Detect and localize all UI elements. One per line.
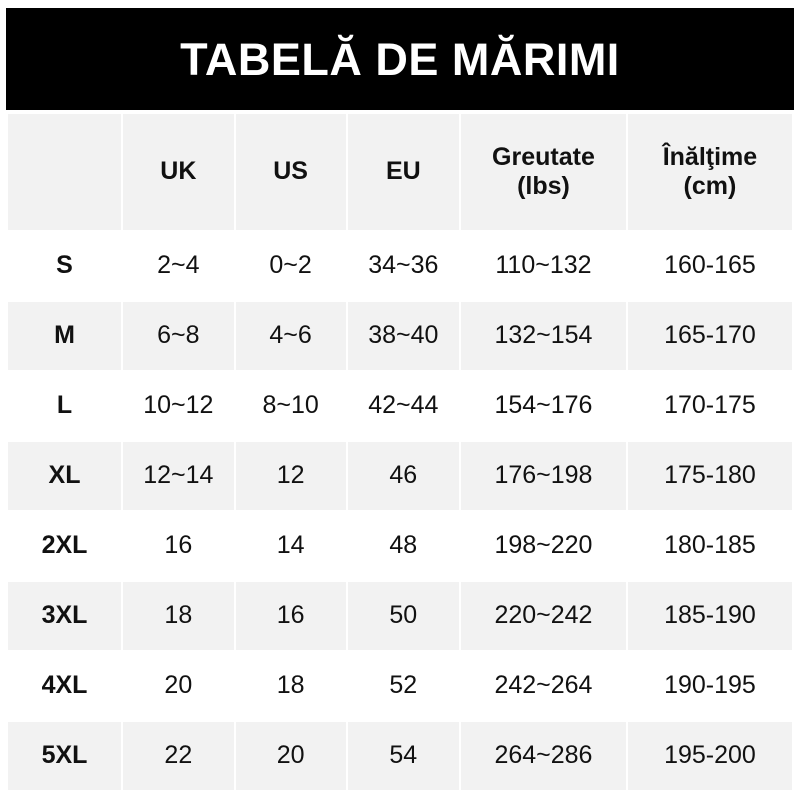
cell-weight: 176~198 (461, 442, 626, 510)
cell-size: M (8, 302, 121, 370)
table-row: 3XL 18 16 50 220~242 185-190 (8, 582, 792, 650)
cell-weight: 198~220 (461, 512, 626, 580)
cell-height: 170-175 (627, 372, 792, 440)
cell-us: 8~10 (235, 372, 346, 440)
cell-us: 0~2 (235, 232, 346, 300)
column-header-us-label: US (273, 157, 308, 186)
column-header-size (8, 114, 121, 230)
cell-weight: 220~242 (461, 582, 626, 650)
cell-height: 195-200 (627, 722, 792, 790)
cell-eu: 46 (347, 442, 460, 510)
cell-size: S (8, 232, 121, 300)
cell-eu: 48 (347, 512, 460, 580)
cell-weight: 264~286 (461, 722, 626, 790)
table-row: L 10~12 8~10 42~44 154~176 170-175 (8, 372, 792, 440)
table-row: S 2~4 0~2 34~36 110~132 160-165 (8, 232, 792, 300)
cell-size: 3XL (8, 582, 121, 650)
cell-eu: 52 (347, 652, 460, 720)
cell-eu: 54 (347, 722, 460, 790)
cell-eu: 50 (347, 582, 460, 650)
column-header-eu-label: EU (385, 157, 421, 186)
table-row: 2XL 16 14 48 198~220 180-185 (8, 512, 792, 580)
title-banner: TABELĂ DE MĂRIMI (6, 8, 794, 110)
size-chart-table: UK US EU Greutate (lbs) Înălţime (cm) (6, 112, 794, 792)
table-body: S 2~4 0~2 34~36 110~132 160-165 M 6~8 4~… (8, 232, 792, 790)
cell-weight: 132~154 (461, 302, 626, 370)
cell-us: 14 (235, 512, 346, 580)
cell-weight: 154~176 (461, 372, 626, 440)
cell-us: 18 (235, 652, 346, 720)
cell-size: 5XL (8, 722, 121, 790)
table-row: 4XL 20 18 52 242~264 190-195 (8, 652, 792, 720)
column-header-height-unit: (cm) (683, 172, 737, 200)
cell-uk: 12~14 (123, 442, 234, 510)
cell-uk: 10~12 (123, 372, 234, 440)
cell-uk: 16 (123, 512, 234, 580)
column-header-us: US (235, 114, 346, 230)
cell-height: 175-180 (627, 442, 792, 510)
table-row: 5XL 22 20 54 264~286 195-200 (8, 722, 792, 790)
cell-weight: 242~264 (461, 652, 626, 720)
column-header-uk-label: UK (160, 157, 197, 186)
cell-uk: 22 (123, 722, 234, 790)
cell-us: 12 (235, 442, 346, 510)
cell-uk: 20 (123, 652, 234, 720)
page-title: TABELĂ DE MĂRIMI (180, 33, 620, 85)
cell-uk: 6~8 (123, 302, 234, 370)
cell-size: 4XL (8, 652, 121, 720)
table-header: UK US EU Greutate (lbs) Înălţime (cm) (8, 114, 792, 230)
header-row: UK US EU Greutate (lbs) Înălţime (cm) (8, 114, 792, 230)
cell-uk: 18 (123, 582, 234, 650)
table-row: M 6~8 4~6 38~40 132~154 165-170 (8, 302, 792, 370)
cell-height: 165-170 (627, 302, 792, 370)
cell-uk: 2~4 (123, 232, 234, 300)
cell-us: 4~6 (235, 302, 346, 370)
cell-height: 180-185 (627, 512, 792, 580)
table-row: XL 12~14 12 46 176~198 175-180 (8, 442, 792, 510)
column-header-weight-label: Greutate (492, 142, 595, 171)
column-header-height-label: Înălţime (662, 142, 758, 171)
cell-weight: 110~132 (461, 232, 626, 300)
column-header-uk: UK (123, 114, 234, 230)
cell-us: 16 (235, 582, 346, 650)
cell-height: 185-190 (627, 582, 792, 650)
column-header-weight-unit: (lbs) (517, 172, 570, 200)
cell-size: L (8, 372, 121, 440)
cell-size: 2XL (8, 512, 121, 580)
cell-us: 20 (235, 722, 346, 790)
cell-eu: 38~40 (347, 302, 460, 370)
cell-size: XL (8, 442, 121, 510)
cell-eu: 34~36 (347, 232, 460, 300)
cell-height: 160-165 (627, 232, 792, 300)
column-header-weight: Greutate (lbs) (461, 114, 626, 230)
column-header-eu: EU (347, 114, 460, 230)
cell-eu: 42~44 (347, 372, 460, 440)
column-header-height: Înălţime (cm) (627, 114, 792, 230)
cell-height: 190-195 (627, 652, 792, 720)
